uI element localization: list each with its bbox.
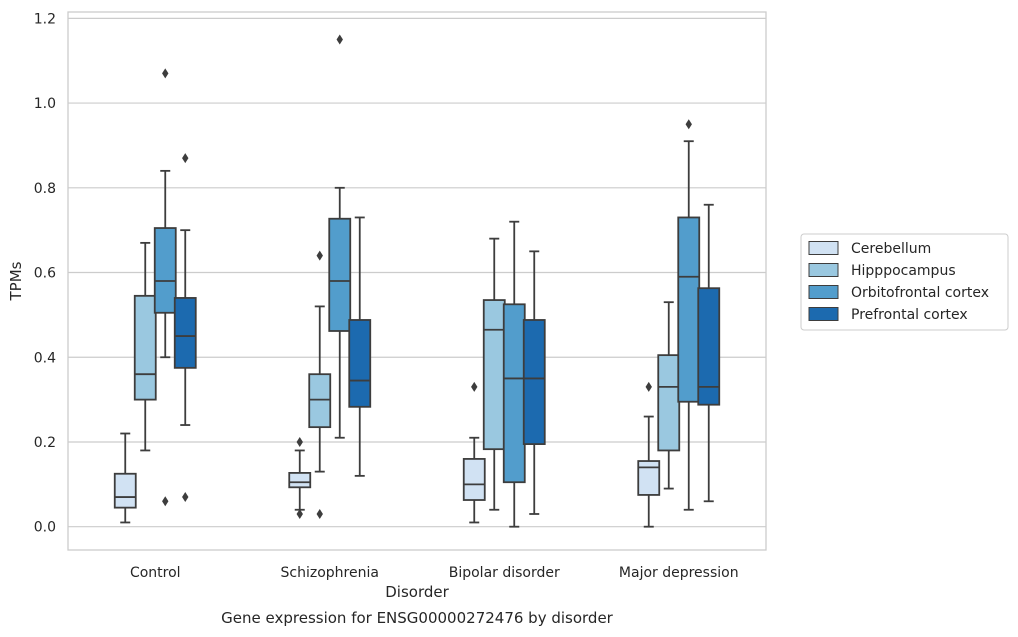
box: [502, 303, 526, 484]
legend-swatch: [808, 285, 839, 299]
box: [288, 472, 312, 489]
box-group: [173, 153, 197, 503]
box: [173, 297, 197, 369]
box-group: [288, 436, 312, 519]
outlier-point: [316, 250, 323, 261]
box: [153, 227, 177, 314]
y-tick-label: 0.4: [34, 350, 56, 366]
y-tick-label: 0.0: [34, 520, 56, 536]
box: [113, 472, 137, 509]
box: [348, 319, 372, 408]
legend-swatch: [808, 241, 839, 255]
chart-caption: Gene expression for ENSG00000272476 by d…: [221, 609, 614, 627]
outlier-point: [182, 153, 189, 164]
legend-label: Cerebellum: [851, 241, 931, 257]
box-group: [153, 68, 177, 507]
box: [462, 458, 486, 501]
box-group: [462, 381, 486, 524]
y-axis-label: TPMs: [7, 261, 25, 301]
y-tick-label: 0.2: [34, 435, 56, 451]
box-group: [328, 34, 352, 439]
box-plots: [113, 34, 721, 528]
y-tick-label: 0.8: [34, 181, 56, 197]
legend-swatch: [808, 263, 839, 277]
box-group: [308, 250, 332, 519]
y-tick-label: 1.2: [34, 11, 56, 27]
legend-label: Hipppocampus: [851, 263, 956, 279]
outlier-point: [182, 492, 189, 503]
x-tick-label: Schizophrenia: [281, 565, 379, 581]
plot-frame: [67, 11, 767, 551]
box: [677, 216, 701, 403]
legend: Cerebellum Hipppocampus Orbitofrontal cort…: [800, 233, 1009, 331]
box: [657, 354, 681, 452]
box-group: [657, 301, 681, 490]
outlier-point: [471, 381, 478, 392]
x-tick-label: Major depression: [619, 565, 739, 581]
box-group: [113, 432, 137, 524]
outlier-point: [296, 436, 303, 447]
box: [637, 460, 661, 496]
legend-swatch: [808, 307, 839, 321]
outlier-point: [162, 68, 169, 79]
y-tick-label: 1.0: [34, 96, 56, 112]
outlier-point: [645, 381, 652, 392]
outlier-point: [336, 34, 343, 45]
legend-label: Orbitofrontal cortex: [851, 285, 989, 301]
x-tick-label: Bipolar disorder: [449, 565, 560, 581]
outlier-point: [162, 496, 169, 507]
box-group: [677, 119, 701, 511]
x-tick-labels: Control Schizophrenia Bipolar disorder Majo…: [130, 565, 739, 581]
y-tick-label: 0.6: [34, 266, 56, 282]
legend-label: Prefrontal cortex: [851, 307, 968, 323]
outlier-point: [296, 508, 303, 519]
box: [328, 217, 352, 332]
x-axis-label: Disorder: [385, 583, 449, 601]
box-group: [133, 241, 157, 452]
outlier-point: [685, 119, 692, 130]
box-group: [522, 250, 546, 515]
outlier-point: [316, 508, 323, 519]
box-group: [697, 203, 721, 503]
x-tick-label: Control: [130, 565, 181, 581]
box-group: [348, 216, 372, 477]
legend-frame: [800, 233, 1009, 331]
box: [308, 373, 332, 429]
box-group: [482, 237, 506, 511]
y-tick-labels: 0.0 0.2 0.4 0.6 0.8 1.0 1.2: [34, 11, 56, 535]
box: [522, 319, 546, 445]
box: [133, 294, 157, 401]
box-group: [637, 381, 661, 528]
box: [697, 287, 721, 406]
box: [482, 299, 506, 451]
